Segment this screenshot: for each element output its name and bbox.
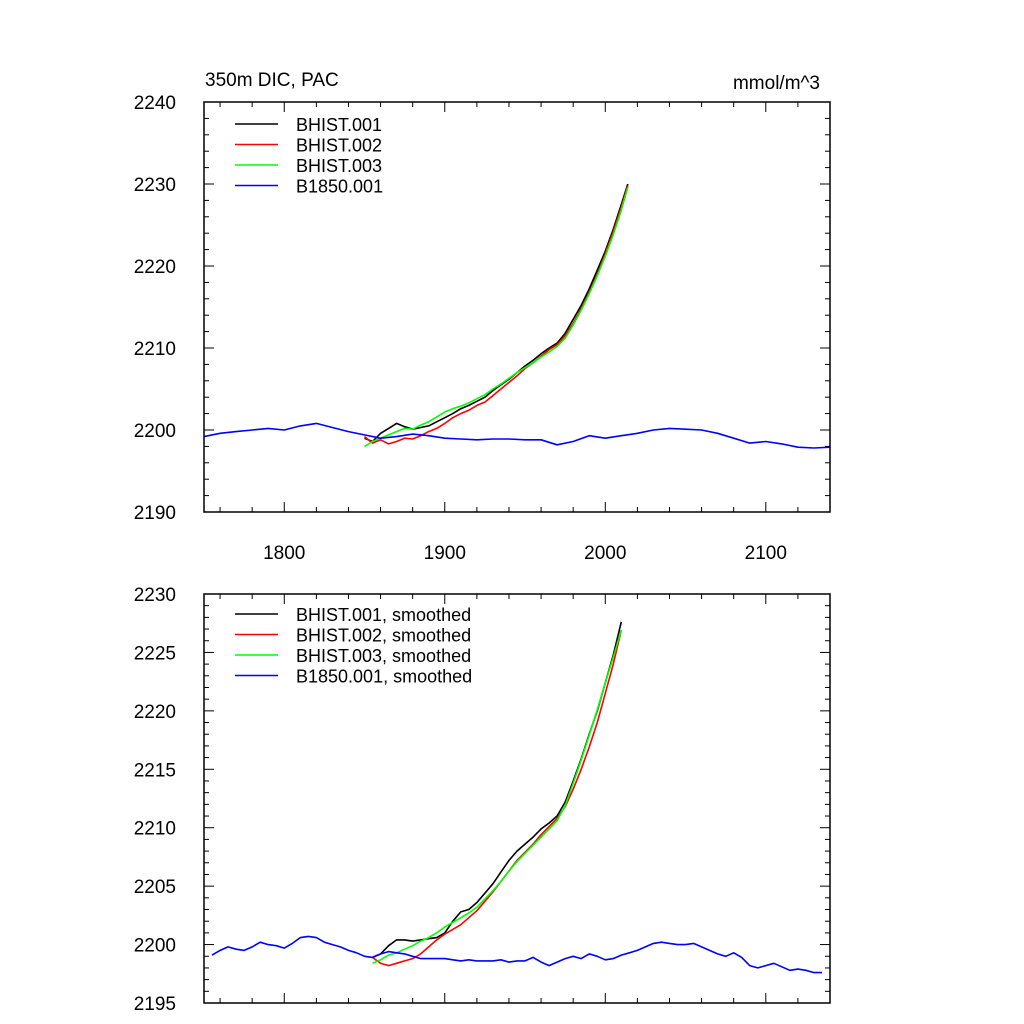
chart-title: 350m DIC, PAC xyxy=(205,70,339,91)
bottom-panel: 2195 2200 2205 2210 2215 2220 2225 2230 BHIST.00… xyxy=(134,585,831,1015)
series-line-b1850-001 xyxy=(204,422,830,449)
y-tick-label: 2220 xyxy=(134,257,176,278)
series-line-bhist-001 xyxy=(364,183,629,443)
top-panel: 350m DIC, PAC mmol/m^3 1800 1900 2000 2100 219… xyxy=(134,70,831,564)
series-line-bhist-003-smoothed xyxy=(372,629,623,965)
x-tick-label: 2000 xyxy=(584,543,626,564)
y-tick-label: 2225 xyxy=(134,643,176,664)
legend-label: BHIST.002, smoothed xyxy=(296,626,471,646)
legend-label: BHIST.002 xyxy=(296,136,382,156)
legend-label: BHIST.001 xyxy=(296,115,382,135)
legend-label: BHIST.003 xyxy=(296,156,382,176)
plot-frame xyxy=(203,593,831,1004)
y-tick-label: 2195 xyxy=(134,994,176,1015)
y-tick-label: 2190 xyxy=(134,503,176,524)
y-tick-label: 2230 xyxy=(134,585,176,606)
y-tick-label: 2205 xyxy=(134,877,176,898)
units-label: mmol/m^3 xyxy=(733,73,820,94)
y-tick-label: 2210 xyxy=(134,339,176,360)
y-tick-label: 2215 xyxy=(134,760,176,781)
x-tick-label: 1800 xyxy=(263,543,305,564)
x-tick-label: 2100 xyxy=(745,543,787,564)
series-line-bhist-003 xyxy=(364,187,629,448)
y-tick-label: 2220 xyxy=(134,702,176,723)
x-tick-label: 1900 xyxy=(424,543,466,564)
legend-label: B1850.001, smoothed xyxy=(296,667,472,687)
y-tick-label: 2240 xyxy=(134,93,176,114)
legend-label: B1850.001 xyxy=(296,177,383,197)
series-line-bhist-002 xyxy=(363,185,629,445)
series-line-b1850-001-smoothed xyxy=(211,935,822,974)
legend-label: BHIST.001, smoothed xyxy=(296,605,471,625)
y-tick-label: 2210 xyxy=(134,819,176,840)
y-tick-label: 2200 xyxy=(134,936,176,957)
plot-frame xyxy=(203,101,831,513)
legend-label: BHIST.003, smoothed xyxy=(296,646,471,666)
y-tick-label: 2200 xyxy=(134,421,176,442)
y-tick-label: 2230 xyxy=(134,175,176,196)
